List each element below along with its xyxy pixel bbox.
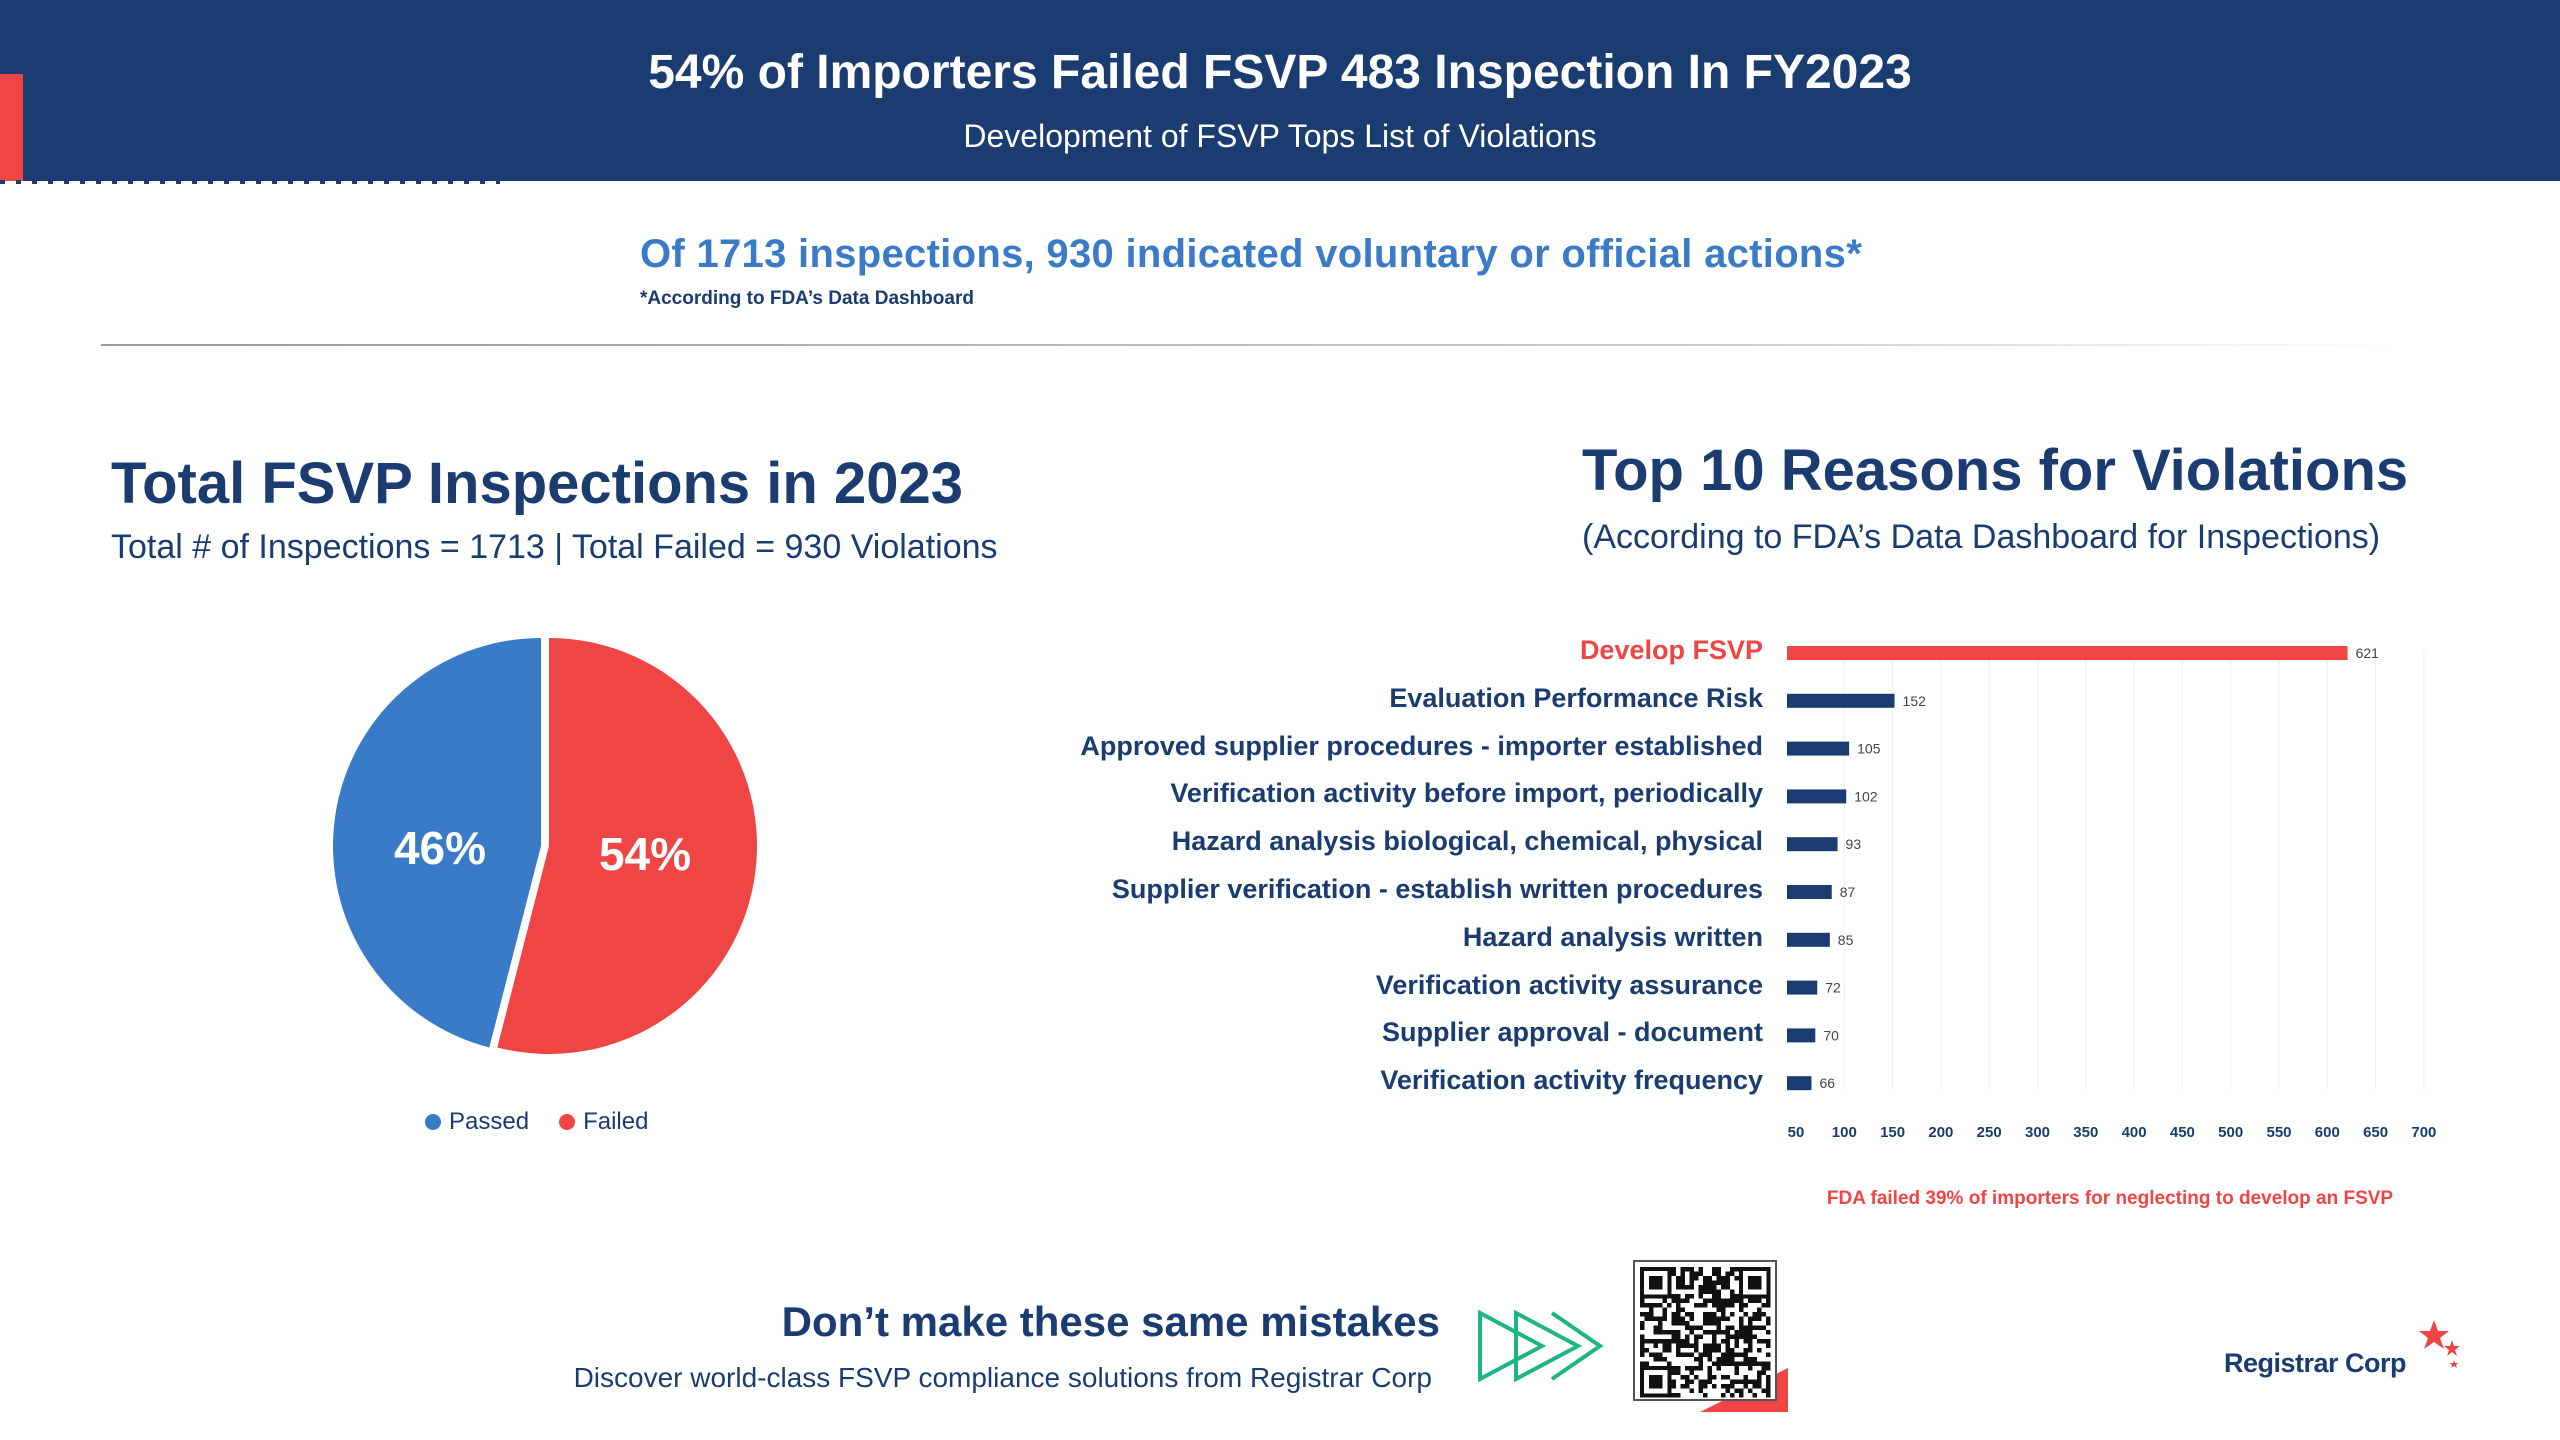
accent-block <box>0 74 23 181</box>
bar <box>1787 837 1838 852</box>
bar <box>1787 693 1895 708</box>
x-tick-label: 600 <box>2315 1124 2340 1140</box>
legend-item-passed: Passed <box>425 1108 529 1136</box>
bar-chart-note: FDA failed 39% of importers for neglecti… <box>1826 1188 2394 1209</box>
bar <box>1787 741 1850 756</box>
pie-slice-passed <box>332 638 541 1048</box>
bar-chart-subtitle: (According to FDA’s Data Dashboard for I… <box>1582 518 2381 556</box>
bar <box>1787 932 1830 947</box>
bar <box>1787 980 1818 995</box>
x-tick-label: 100 <box>1832 1124 1857 1140</box>
bar-chart-title: Top 10 Reasons for Violations <box>1582 438 2409 503</box>
header-banner <box>0 0 2560 181</box>
divider <box>101 344 2401 346</box>
bar-value-label: 105 <box>1857 741 1881 757</box>
logo-text: Registrar Corp <box>2224 1348 2407 1378</box>
x-tick-label: 700 <box>2411 1124 2436 1140</box>
bar-value-label: 87 <box>1840 884 1856 900</box>
legend-item-failed: Failed <box>559 1108 648 1136</box>
bar <box>1787 1028 1816 1043</box>
bar-category-label: Supplier verification - establish writte… <box>1111 874 1763 904</box>
stars-icon <box>2419 1320 2460 1368</box>
x-tick-label: 500 <box>2218 1124 2243 1140</box>
page-subtitle: Development of FSVP Tops List of Violati… <box>963 118 1597 154</box>
x-tick-label: 650 <box>2363 1124 2388 1140</box>
dotted-divider <box>0 180 500 184</box>
x-tick-label: 550 <box>2266 1124 2291 1140</box>
bar <box>1787 789 1847 804</box>
x-tick-label: 200 <box>1928 1124 1953 1140</box>
bar-category-label: Supplier approval - document <box>1381 1017 1763 1048</box>
bar-category-label: Verification activity before import, per… <box>1170 778 1763 809</box>
x-tick-label: 150 <box>1880 1124 1905 1140</box>
registrar-corp-logo: Registrar Corp <box>2224 1318 2464 1378</box>
bar-value-label: 66 <box>1819 1075 1835 1091</box>
bar-category-label: Hazard analysis biological, chemical, ph… <box>1171 826 1763 857</box>
summary-footnote: *According to FDA’s Data Dashboard <box>640 288 974 309</box>
pie-legend: Passed Failed <box>425 1108 648 1136</box>
bar <box>1787 1076 1812 1091</box>
x-tick-label: 250 <box>1977 1124 2002 1140</box>
cta-headline: Don’t make these same mistakes <box>781 1298 1440 1345</box>
summary-statement: Of 1713 inspections, 930 indicated volun… <box>640 232 1863 276</box>
qr-pattern <box>1640 1267 1771 1398</box>
legend-label: Passed <box>449 1108 530 1135</box>
legend-label: Failed <box>583 1108 649 1135</box>
failed-dot-icon <box>559 1114 576 1130</box>
pie-label-failed: 54% <box>599 828 691 880</box>
qr-code[interactable] <box>1633 1260 1777 1401</box>
bar-value-label: 85 <box>1838 932 1854 948</box>
arrows-icon <box>1478 1310 1604 1382</box>
pie-chart: 46% 54% <box>332 638 757 1054</box>
pie-title: Total FSVP Inspections in 2023 <box>111 451 963 516</box>
x-tick-label: 300 <box>2025 1124 2050 1140</box>
bar-category-label: Evaluation Performance Risk <box>1389 682 1763 713</box>
cta-subline: Discover world-class FSVP compliance sol… <box>573 1362 1432 1393</box>
bar-chart: 50 100 150 200 250 300 350 400 450 500 550 600 650 70… <box>1787 645 2436 1140</box>
bar <box>1787 885 1832 899</box>
pie-slice-failed <box>497 638 757 1054</box>
bar <box>1787 646 2348 660</box>
pie-label-passed: 46% <box>394 822 486 874</box>
bar-category-label: Verification activity assurance <box>1375 969 1763 1000</box>
x-tick-label: 400 <box>2122 1124 2147 1140</box>
page-title: 54% of Importers Failed FSVP 483 Inspect… <box>648 46 1912 99</box>
bar-category-label: Hazard analysis written <box>1462 921 1763 952</box>
bar-value-label: 72 <box>1825 980 1841 996</box>
x-tick-label: 350 <box>2073 1124 2098 1140</box>
bar-category-label: Approved supplier procedures - importer … <box>1080 730 1763 761</box>
bar-category-label: Develop FSVP <box>1579 635 1763 665</box>
bar-value-label: 70 <box>1823 1027 1839 1043</box>
bar-value-label: 152 <box>1903 693 1927 709</box>
passed-dot-icon <box>425 1114 441 1130</box>
pie-subtitle: Total # of Inspections = 1713 | Total Fa… <box>111 528 998 566</box>
x-tick-label: 50 <box>1788 1124 1805 1140</box>
x-tick-label: 450 <box>2170 1124 2195 1140</box>
bar-category-label: Verification activity frequency <box>1380 1065 1763 1096</box>
bar-value-label: 93 <box>1846 836 1862 852</box>
bar-value-label: 621 <box>2356 645 2380 661</box>
bar-value-label: 102 <box>1854 788 1878 804</box>
